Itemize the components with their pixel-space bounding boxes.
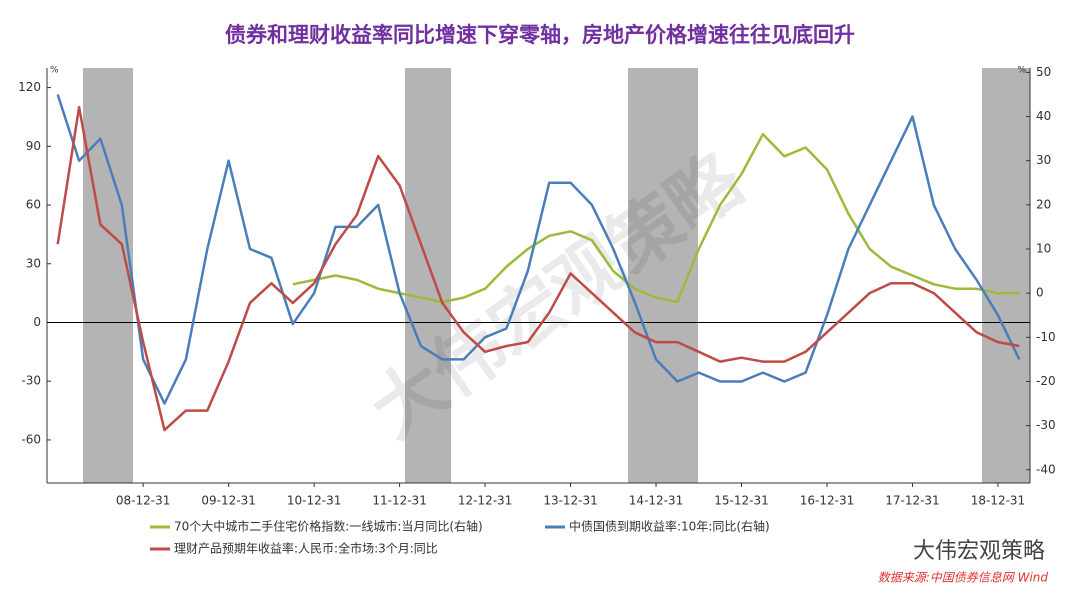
x-tick-label: 16-12-31 xyxy=(800,494,854,508)
y-tick-label: -60 xyxy=(21,432,41,446)
x-tick-label: 15-12-31 xyxy=(714,494,768,508)
y-tick-label: 90 xyxy=(26,139,41,153)
shade xyxy=(83,68,133,483)
x-tick-label: 12-12-31 xyxy=(458,494,512,508)
x-tick-label: 13-12-31 xyxy=(543,494,597,508)
legend-label: 中债国债到期收益率:10年:同比(右轴) xyxy=(569,519,770,534)
x-tick-label: 08-12-31 xyxy=(116,494,170,508)
y-tick-label: 0 xyxy=(33,315,41,329)
series-line xyxy=(56,105,1020,432)
y2-tick-label: -10 xyxy=(1036,330,1056,344)
series-line xyxy=(56,94,1021,405)
legend-label: 理财产品预期年收益率:人民币:全市场:3个月:同比 xyxy=(174,541,438,556)
y2-unit: % xyxy=(1017,66,1026,76)
y2-tick-label: 0 xyxy=(1036,286,1044,300)
y2-tick-label: 40 xyxy=(1036,109,1051,123)
y2-tick-label: 30 xyxy=(1036,153,1051,167)
shade xyxy=(982,68,1030,483)
y-tick-label: 30 xyxy=(26,256,41,270)
y-tick-label: -30 xyxy=(21,374,41,388)
shade xyxy=(405,68,451,483)
x-tick-label: 14-12-31 xyxy=(629,494,683,508)
y2-tick-label: 10 xyxy=(1036,242,1051,256)
y-tick-label: 120 xyxy=(18,80,41,94)
shaded-periods xyxy=(83,68,1030,483)
x-tick-label: 17-12-31 xyxy=(885,494,939,508)
x-tick-label: 09-12-31 xyxy=(201,494,255,508)
x-tick-label: 11-12-31 xyxy=(372,494,426,508)
y2-tick-label: -30 xyxy=(1036,418,1056,432)
y2-tick-label: -40 xyxy=(1036,462,1056,476)
y-unit: % xyxy=(50,66,59,76)
brand: 大伟宏观策略 xyxy=(913,539,1045,564)
source: 数据来源:中国债券信息网 Wind xyxy=(878,571,1049,585)
y2-tick-label: 20 xyxy=(1036,197,1051,211)
chart-title: 债券和理财收益率同比增速下穿零轴，房地产价格增速往往见底回升 xyxy=(225,23,855,47)
y2-tick-label: 50 xyxy=(1036,65,1051,79)
y-tick-label: 60 xyxy=(26,198,41,212)
shade xyxy=(628,68,698,483)
x-tick-label: 18-12-31 xyxy=(971,494,1025,508)
y2-tick-label: -20 xyxy=(1036,374,1056,388)
x-tick-label: 10-12-31 xyxy=(287,494,341,508)
legend-label: 70个大中城市二手住宅价格指数:一线城市:当月同比(右轴) xyxy=(174,519,483,534)
series-line xyxy=(292,132,1020,304)
